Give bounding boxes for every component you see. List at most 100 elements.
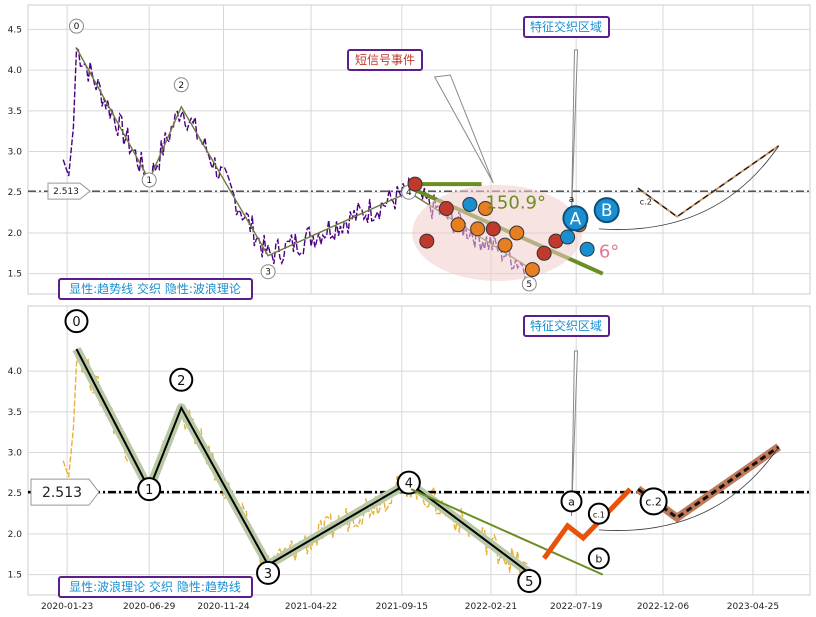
x-tick-label: 2021-04-22: [285, 602, 337, 612]
x-tick-label: 2022-02-21: [465, 602, 517, 612]
wave-point-marker: [141, 172, 157, 188]
feature-region-label-bottom: 特征交织区域: [530, 318, 602, 333]
legend-label-bottom: 显性:波浪理论 交织 隐性:趋势线: [69, 579, 241, 594]
wave-point-label: 2: [177, 374, 185, 389]
signal-pointer: [433, 74, 494, 184]
marker-A-label: A: [570, 209, 582, 229]
angle-label: 150.9°: [485, 193, 546, 214]
event-marker: [450, 217, 466, 233]
y-tick-label: 3.0: [8, 148, 23, 158]
reference-value-label: 2.513: [42, 485, 82, 501]
legend-label-top: 显性:趋势线 交织 隐性:波浪理论: [69, 281, 241, 296]
projection-arc: [598, 446, 780, 531]
event-marker: [438, 201, 454, 217]
wave-point-label: 3: [265, 268, 271, 278]
event-marker: [524, 262, 540, 278]
projection-dashed: [637, 145, 780, 218]
wave-point-label: 1: [146, 176, 152, 186]
wave-point-marker: [256, 560, 281, 585]
signal-event-box: 短信号事件: [347, 49, 423, 71]
x-tick-label: 2020-11-24: [197, 602, 250, 612]
wave-point-marker: [396, 470, 421, 495]
feature-region-label-top: 特征交织区域: [530, 19, 602, 34]
y-tick-label: 4.0: [8, 66, 23, 76]
wave-point-marker: [260, 264, 276, 280]
event-marker: [407, 176, 423, 192]
bottom-plot-area: [27, 305, 811, 596]
small-a-label: a: [569, 195, 575, 205]
projection-dashed: [637, 445, 780, 520]
event-marker: [485, 221, 501, 237]
bottom-small-a-marker: [560, 490, 583, 513]
y-tick-label: 3.0: [8, 449, 23, 459]
tick-labels: 4.5 4.0 3.5 3.0 2.5 2.0 1.5 4.0 3.5 3.0 2.5 2.0 1.5 2…: [8, 25, 779, 612]
x-tick-label: 2022-12-06: [637, 602, 690, 612]
wave-point-marker: [169, 367, 194, 392]
x-tick-label: 2020-06-29: [123, 602, 176, 612]
bottom-small-c2-marker: [639, 487, 668, 516]
reference-value-label: 2.513: [53, 187, 79, 197]
legend-box-top: 显性:趋势线 交织 隐性:波浪理论: [58, 278, 253, 300]
event-marker: [497, 237, 513, 253]
y-tick-label: 1.5: [8, 270, 22, 280]
y-tick-label: 4.0: [8, 367, 23, 377]
feature-region-box-top: 特征交织区域: [523, 16, 610, 38]
bottom-small-c1-marker: [587, 502, 610, 525]
y-tick-label: 3.5: [8, 408, 22, 418]
event-marker: [509, 225, 525, 241]
marker-A: [562, 205, 589, 232]
wave-point-marker: [173, 77, 189, 93]
event-marker: [470, 221, 486, 237]
wave-point-label: 3: [264, 567, 272, 582]
event-marker: [419, 233, 435, 249]
event-marker: [579, 241, 595, 257]
marker-B: [593, 197, 620, 224]
y-tick-label: 3.5: [8, 107, 22, 117]
small-c2-label: c.2: [640, 197, 652, 206]
wave-point-label: 5: [526, 280, 532, 290]
bottom-small-a-label: a: [568, 495, 575, 508]
wave-point-label: 4: [405, 477, 413, 492]
wave-point-marker: [137, 477, 162, 502]
event-marker: [536, 245, 552, 261]
legend-box-bottom: 显性:波浪理论 交织 隐性:趋势线: [58, 576, 253, 598]
wave-point-marker: [68, 18, 84, 34]
x-tick-label: 2022-07-19: [550, 602, 603, 612]
wave-point-marker: [64, 309, 89, 334]
bottom-small-b-label: b: [595, 552, 602, 565]
wave-point-label: 0: [72, 315, 80, 330]
wave-point-label: 5: [525, 575, 533, 590]
feature-pointer: [570, 350, 579, 517]
event-marker: [477, 201, 493, 217]
y-tick-label: 2.0: [8, 530, 23, 540]
bottom-small-c2-label: c.2: [645, 495, 662, 508]
wave-point-marker: [517, 569, 542, 594]
feature-region-box-bottom: 特征交织区域: [523, 315, 610, 337]
reference-arrow: [47, 182, 91, 200]
wave-point-label: 4: [406, 188, 412, 198]
signal-event-label: 短信号事件: [355, 53, 415, 67]
event-marker: [462, 196, 478, 212]
wave-point-label: 0: [74, 22, 80, 32]
gridlines: [28, 5, 810, 595]
bottom-small-c1-label: c.1: [593, 511, 605, 520]
y-tick-label: 4.5: [8, 25, 22, 35]
x-tick-label: 2021-09-15: [376, 602, 428, 612]
wave-point-label: 1: [145, 483, 153, 498]
trend-line: [410, 488, 604, 576]
marker-B-label: B: [601, 201, 613, 221]
x-tick-label: 2023-04-25: [727, 602, 779, 612]
y-tick-label: 2.5: [8, 188, 22, 198]
feature-pointer: [570, 49, 579, 216]
y-tick-label: 2.0: [8, 229, 23, 239]
y-tick-label: 2.5: [8, 489, 22, 499]
angle-label-2: 6°: [599, 241, 619, 262]
x-tick-label: 2020-01-23: [41, 602, 93, 612]
projection-arc: [598, 145, 780, 230]
annotations: 2.513 0 1 2 3 4 5 2.513 0 1 2 3 4 5 A B 150.9° 6° a c.2 a c.1…: [28, 18, 810, 594]
y-tick-label: 1.5: [8, 571, 22, 581]
wave-point-label: 2: [178, 81, 184, 91]
event-marker: [560, 229, 576, 245]
reference-arrow: [30, 478, 100, 506]
